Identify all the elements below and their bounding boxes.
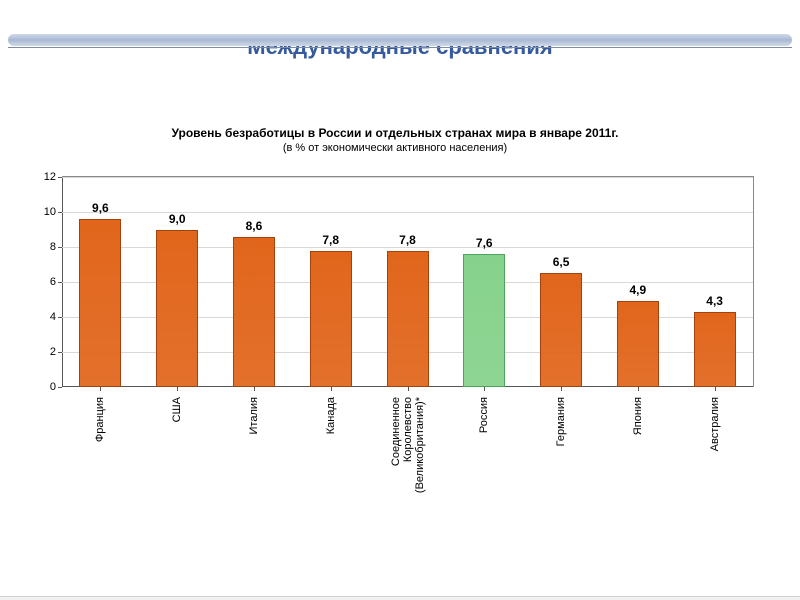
top-decoration: [0, 34, 800, 48]
gridline: [62, 212, 753, 213]
bar-value-label: 9,0: [169, 212, 186, 226]
chart-area: Уровень безработицы в России и отдельных…: [32, 126, 758, 526]
bar-rect: [310, 251, 352, 388]
bar-value-label: 7,8: [399, 233, 416, 247]
bar: 4,9Япония: [617, 301, 659, 387]
ytick-label: 0: [50, 381, 62, 393]
bar-value-label: 9,6: [92, 201, 109, 215]
bar-value-label: 4,3: [706, 294, 723, 308]
bar: 9,6Франция: [79, 219, 121, 387]
bar: 9,0США: [156, 230, 198, 388]
bar: 7,8Соединенное Королевство (Великобритан…: [387, 251, 429, 388]
category-label: Австралия: [709, 397, 721, 451]
bar: 8,6Италия: [233, 237, 275, 388]
ytick-label: 2: [50, 346, 62, 358]
bar-rect: [463, 254, 505, 387]
bar: 7,8Канада: [310, 251, 352, 388]
ytick-label: 6: [50, 276, 62, 288]
bar-rect: [156, 230, 198, 388]
bar: 4,3Австралия: [694, 312, 736, 387]
category-label: Канада: [325, 397, 337, 434]
gridline: [62, 177, 753, 178]
xtick-mark: [331, 387, 332, 391]
chart-subtitle: (в % от экономически активного населения…: [32, 142, 758, 154]
category-label: Италия: [248, 397, 260, 434]
xtick-mark: [715, 387, 716, 391]
bar-value-label: 4,9: [629, 283, 646, 297]
bar-rect: [617, 301, 659, 387]
xtick-mark: [484, 387, 485, 391]
xtick-mark: [254, 387, 255, 391]
bar-value-label: 6,5: [553, 255, 570, 269]
category-label: Япония: [632, 397, 644, 435]
category-label: США: [171, 397, 183, 422]
bar-rect: [694, 312, 736, 387]
category-label: Германия: [555, 397, 567, 446]
xtick-mark: [561, 387, 562, 391]
bar: 6,5Германия: [540, 273, 582, 387]
bar-rect: [233, 237, 275, 388]
xtick-mark: [638, 387, 639, 391]
bar-rect: [387, 251, 429, 388]
bar-rect: [540, 273, 582, 387]
ytick-label: 10: [44, 206, 62, 218]
xtick-mark: [408, 387, 409, 391]
bar-value-label: 8,6: [246, 219, 263, 233]
category-label: Франция: [94, 397, 106, 442]
chart-plot: 0246810129,6Франция9,0США8,6Италия7,8Кан…: [62, 176, 754, 387]
slide: Международные сравнения Уровень безработ…: [0, 34, 800, 600]
bar-value-label: 7,6: [476, 236, 493, 250]
bar-value-label: 7,8: [322, 233, 339, 247]
bar-rect: [79, 219, 121, 387]
ytick-label: 12: [44, 171, 62, 183]
chart-title: Уровень безработицы в России и отдельных…: [32, 126, 758, 140]
ytick-label: 8: [50, 241, 62, 253]
ytick-label: 4: [50, 311, 62, 323]
xtick-mark: [177, 387, 178, 391]
xtick-mark: [100, 387, 101, 391]
category-label: Соединенное Королевство (Великобритания)…: [389, 397, 425, 493]
footer-bar: Федеральная служба государственной стати…: [0, 596, 800, 600]
category-label: Россия: [478, 397, 490, 433]
bar: 7,6Россия: [463, 254, 505, 387]
